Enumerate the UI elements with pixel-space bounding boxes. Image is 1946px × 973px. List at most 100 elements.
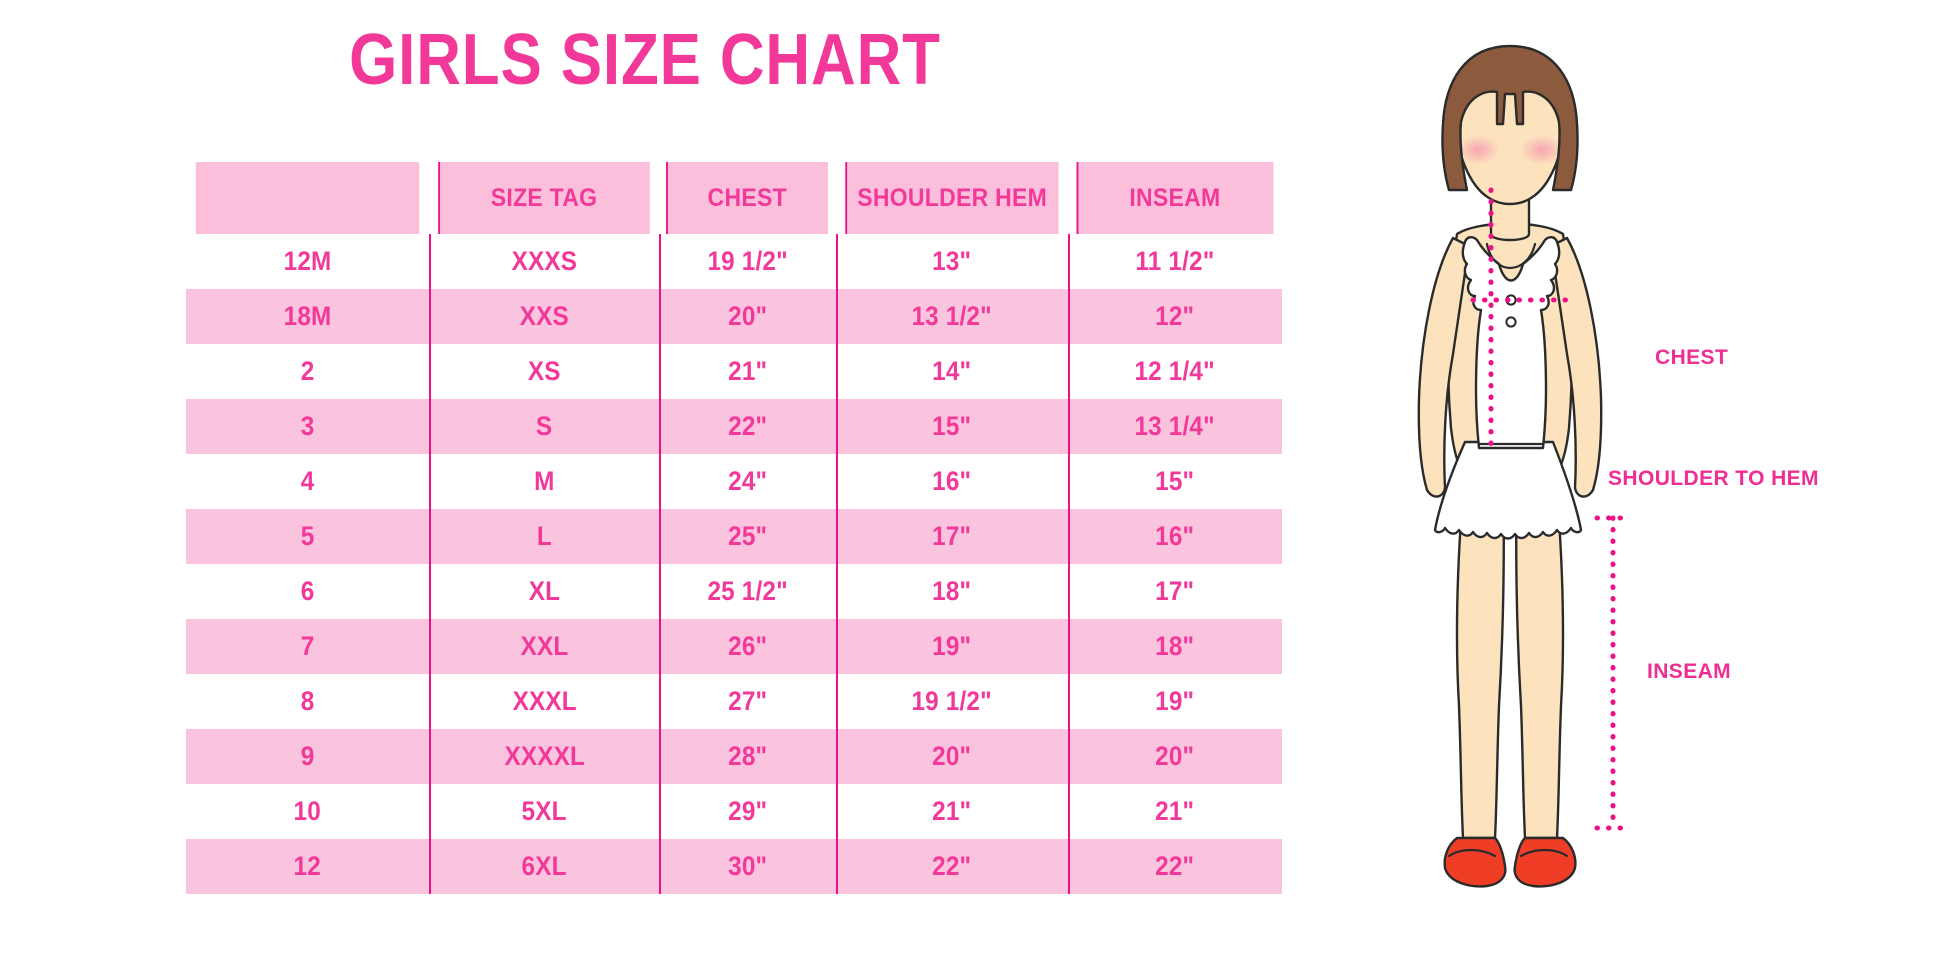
cell-inseam-value: 12" [1155,301,1195,331]
cell-shoulder-hem: 14" [835,344,1069,399]
table-row: 2 XS 21" 14" 12 1/4" [186,344,1282,399]
cell-chest-value: 28" [728,741,768,771]
table-row: 4 M 24" 16" 15" [186,454,1282,509]
cell-size-value: 6 [300,576,315,606]
cell-inseam-value: 22" [1155,851,1195,881]
size-table: SIZE TAG CHEST SHOULDER HEM INSEAM 12M XX… [186,162,1282,894]
cell-chest: 24" [659,454,836,509]
cell-size-value: 9 [300,741,315,771]
column-header-chest: CHEST [666,162,829,234]
cell-size-value: 12M [283,246,332,276]
table-row: 12M XXXS 19 1/2" 13" 11 1/2" [186,234,1282,289]
girl-figure-illustration [1345,38,1675,908]
measurement-label-inseam: INSEAM [1647,660,1732,683]
cell-size-tag-value: S [536,411,553,441]
cell-inseam: 22" [1068,839,1282,894]
column-header-shoulder-hem: SHOULDER HEM [845,162,1059,234]
cell-shoulder-hem: 17" [835,509,1069,564]
cell-shoulder-hem-value: 22" [932,851,972,881]
measurement-label-shoulder-to-hem: SHOULDER TO HEM [1608,467,1819,490]
cell-chest-value: 20" [728,301,768,331]
cell-inseam-value: 20" [1155,741,1195,771]
cell-inseam-value: 18" [1155,631,1195,661]
table-header-row: SIZE TAG CHEST SHOULDER HEM INSEAM [186,162,1282,234]
cell-size: 9 [186,729,430,784]
cell-size-tag: XXXS [429,234,660,289]
cell-chest: 20" [659,289,836,344]
cell-shoulder-hem: 16" [835,454,1069,509]
table-row: 6 XL 25 1/2" 18" 17" [186,564,1282,619]
cell-chest-value: 22" [728,411,768,441]
cell-size-tag: S [429,399,660,454]
cell-shoulder-hem: 13" [835,234,1069,289]
cell-size-value: 7 [300,631,315,661]
cell-size-tag: 6XL [429,839,660,894]
cell-size-tag-value: XXXL [512,686,577,716]
cell-size-value: 3 [300,411,315,441]
cell-size: 12M [186,234,430,289]
cell-inseam: 16" [1068,509,1282,564]
cell-chest-value: 25 1/2" [707,576,788,606]
column-header-inseam-label: INSEAM [1129,183,1221,212]
cell-size: 2 [186,344,430,399]
cell-inseam: 19" [1068,674,1282,729]
cell-size-value: 8 [300,686,315,716]
cell-shoulder-hem-value: 17" [932,521,972,551]
cell-size-value: 5 [300,521,315,551]
cell-size-tag-value: XS [527,356,561,386]
table-body: 12M XXXS 19 1/2" 13" 11 1/2" 18M XXS 20" 13 1/2"… [186,234,1282,894]
cell-shoulder-hem-value: 20" [932,741,972,771]
cell-inseam-value: 17" [1155,576,1195,606]
cell-chest-value: 26" [728,631,768,661]
cell-chest: 21" [659,344,836,399]
cell-size-tag-value: 5XL [521,796,567,826]
cell-shoulder-hem: 21" [835,784,1069,839]
cell-size: 4 [186,454,430,509]
cell-inseam-value: 11 1/2" [1135,246,1215,276]
cell-shoulder-hem: 18" [835,564,1069,619]
cell-shoulder-hem: 19 1/2" [835,674,1069,729]
cell-size-tag-value: XXL [520,631,569,661]
size-table-container: SIZE TAG CHEST SHOULDER HEM INSEAM 12M XX… [186,162,1282,894]
table-row: 9 XXXXL 28" 20" 20" [186,729,1282,784]
cell-inseam: 17" [1068,564,1282,619]
cell-size: 8 [186,674,430,729]
cell-chest-value: 19 1/2" [707,246,788,276]
cell-chest-value: 25" [728,521,768,551]
cell-shoulder-hem: 15" [835,399,1069,454]
cell-chest-value: 27" [728,686,768,716]
cell-size-tag: XXL [429,619,660,674]
cell-size: 5 [186,509,430,564]
cell-inseam-value: 15" [1155,466,1195,496]
cell-shoulder-hem-value: 19" [932,631,972,661]
cell-chest: 28" [659,729,836,784]
table-row: 8 XXXL 27" 19 1/2" 19" [186,674,1282,729]
cell-chest: 29" [659,784,836,839]
page-title: GIRLS SIZE CHART [349,20,941,100]
cell-shoulder-hem: 20" [835,729,1069,784]
cell-size-tag-value: XXXS [511,246,578,276]
cell-inseam: 12" [1068,289,1282,344]
cell-size-tag: M [429,454,660,509]
cell-inseam-value: 13 1/4" [1134,411,1216,441]
cell-size-value: 18M [283,301,332,331]
cell-inseam-value: 19" [1155,686,1195,716]
cell-size-tag-value: XXS [519,301,569,331]
table-row: 12 6XL 30" 22" 22" [186,839,1282,894]
cell-size: 6 [186,564,430,619]
column-header-size-tag-label: SIZE TAG [491,183,598,212]
cell-inseam: 11 1/2" [1068,234,1282,289]
cell-shoulder-hem-value: 13" [932,246,972,276]
cell-chest: 22" [659,399,836,454]
cell-chest-value: 24" [728,466,768,496]
cell-shoulder-hem: 19" [835,619,1069,674]
cell-size-tag: XS [429,344,660,399]
cell-size-value: 4 [300,466,315,496]
cell-shoulder-hem-value: 16" [932,466,972,496]
cell-size-tag-value: L [536,521,552,551]
cell-inseam: 20" [1068,729,1282,784]
cell-shoulder-hem-value: 19 1/2" [911,686,993,716]
cell-inseam-value: 12 1/4" [1134,356,1216,386]
column-header-inseam: INSEAM [1076,162,1274,234]
cell-size-tag-value: XL [528,576,561,606]
